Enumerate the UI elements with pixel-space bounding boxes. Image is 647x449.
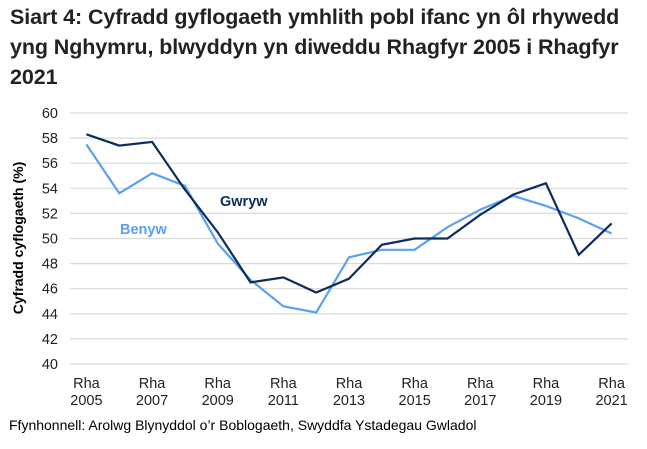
y-tick-label: 40 [42,357,58,373]
x-tick-label: Rha [401,376,429,392]
x-tick-label: 2011 [268,393,299,409]
y-axis-ticks: 40 42 44 46 48 50 52 54 56 58 60 [42,106,58,373]
y-tick-label: 56 [42,156,58,172]
y-tick-label: 54 [42,181,58,197]
chart-title: Siart 4: Cyfradd gyflogaeth ymhlith pobl… [10,5,620,89]
x-tick-label: 2007 [136,393,168,409]
x-tick-label: 2021 [595,393,627,409]
legend-gwryw: Gwryw [220,194,268,210]
series-line-gwryw [86,133,613,294]
x-tick-label: 2019 [530,393,562,409]
source-note: Ffynhonnell: Arolwg Blynyddol o’r Boblog… [9,417,477,433]
x-tick-label: 2017 [464,393,496,409]
y-tick-label: 60 [42,106,58,122]
x-tick-label: 2013 [333,393,365,409]
y-tick-label: 52 [42,206,58,222]
y-tick-label: 46 [42,282,58,298]
y-tick-label: 42 [42,332,58,348]
x-tick-label: Rha [533,376,561,392]
legend-benyw: Benyw [120,222,167,238]
y-tick-label: 58 [42,131,58,147]
x-tick-label: Rha [204,376,232,392]
y-tick-label: 48 [42,257,58,273]
x-tick-label: Rha [336,376,364,392]
y-tick-label: 50 [42,232,58,248]
x-tick-label: 2015 [399,393,431,409]
x-tick-label: 2009 [202,393,234,409]
series-lines [85,133,613,314]
x-tick-label: Rha [270,376,298,392]
x-tick-label: Rha [139,376,167,392]
x-tick-label: Rha [598,376,626,392]
x-tick-label: 2005 [70,393,102,409]
x-axis-ticks: Rha2005Rha2007Rha2009Rha2011Rha2013Rha20… [70,376,627,409]
y-tick-label: 44 [42,307,58,323]
x-tick-label: Rha [467,376,495,392]
series-line-benyw [85,143,613,314]
x-tick-label: Rha [73,376,101,392]
gridlines [70,112,628,365]
